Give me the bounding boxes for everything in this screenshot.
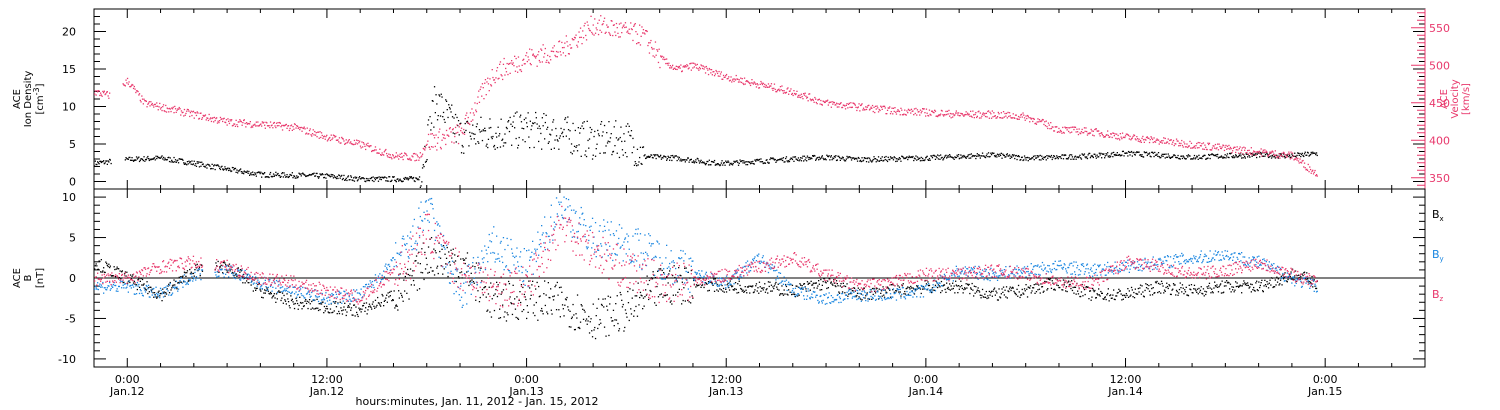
y-tick-label: -10	[58, 353, 76, 366]
legend-by: By	[1432, 248, 1444, 263]
x-tick-time: 0:00	[514, 373, 539, 386]
y-tick-label: 20	[62, 26, 76, 39]
y-tick-label: -5	[65, 312, 76, 325]
y-tick-label: 15	[62, 63, 76, 76]
plasma-panel: 0 5 10 15 20 ACEIon Density[cm-3] 350 400 450 500…	[12, 8, 1472, 190]
right-y-tick-label: 350	[1429, 172, 1450, 185]
x-tick-time: 12:00	[311, 373, 343, 386]
y-tick-label: 10	[62, 191, 76, 204]
legend-bz: Bz	[1432, 288, 1444, 303]
field-axis-label: ACEB[nT]	[12, 268, 46, 288]
legend-bx: Bx	[1432, 208, 1444, 223]
right-y-tick-label: 550	[1429, 22, 1450, 35]
x-tick-time: 12:00	[1110, 373, 1142, 386]
time-axis: 0:00Jan.1212:00Jan.120:00Jan.1312:00Jan.…	[109, 373, 1342, 398]
x-tick-time: 0:00	[115, 373, 140, 386]
density-axis-label: ACEIon Density[cm-3]	[12, 71, 46, 128]
magnetic-field-panel: -10 -5 0 5 10 ACEB[nT] Bx By Bz	[12, 188, 1444, 368]
panel-frame	[93, 8, 1426, 190]
density-series	[94, 86, 1318, 188]
y-tick-label: 10	[62, 101, 76, 114]
x-axis-title: hours:minutes, Jan. 11, 2012 - Jan. 15, …	[356, 395, 599, 408]
x-tick-date: Jan.12	[109, 385, 144, 398]
velocity-series	[94, 15, 1318, 177]
y-tick-label: 5	[69, 138, 76, 151]
y-tick-label: 5	[69, 232, 76, 245]
right-y-tick-label: 400	[1429, 134, 1450, 147]
right-y-tick-label: 450	[1429, 97, 1450, 110]
x-tick-date: Jan.13	[708, 385, 743, 398]
x-tick-time: 0:00	[1313, 373, 1338, 386]
y-tick-label: 0	[69, 176, 76, 189]
by-series	[94, 196, 1318, 308]
y-tick-label: 0	[69, 272, 76, 285]
velocity-axis-label: ACEVelocity[km/s]	[1439, 79, 1472, 118]
x-tick-date: Jan.12	[309, 385, 344, 398]
x-tick-date: Jan.15	[1307, 385, 1342, 398]
x-tick-time: 12:00	[710, 373, 742, 386]
x-tick-time: 0:00	[914, 373, 939, 386]
bz-series	[94, 205, 1318, 308]
bx-series	[94, 237, 1318, 340]
x-tick-date: Jan.13	[508, 385, 543, 398]
x-tick-date: Jan.14	[1107, 385, 1142, 398]
right-y-tick-label: 500	[1429, 59, 1450, 72]
x-tick-date: Jan.14	[908, 385, 943, 398]
